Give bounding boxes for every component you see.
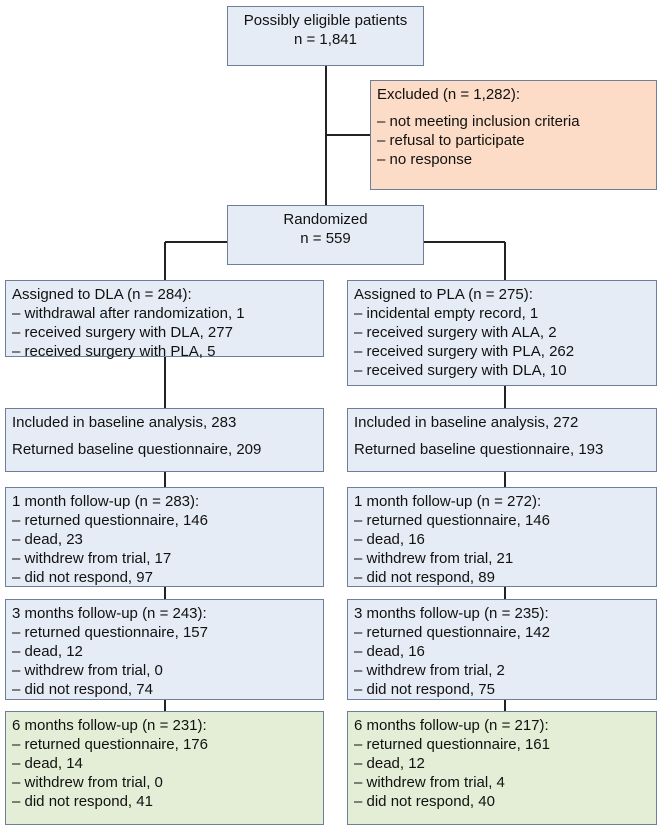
box-line: – withdrew from trial, 4 <box>354 774 505 791</box>
box-line: – withdrew from trial, 21 <box>354 550 514 567</box>
flow-box: Assigned to DLA (n = 284): – withdrawal a… <box>5 280 324 360</box>
box-line: – dead, 14 <box>12 755 83 772</box>
box-heading: Possibly eligible patients <box>243 12 408 29</box>
box-line: – dead, 16 <box>354 643 425 660</box>
box-line: Returned baseline questionnaire, 193 <box>354 441 604 458</box>
flow-box: 3 months follow-up (n = 243): – returned … <box>5 599 324 700</box>
flow-box: Excluded (n = 1,282): – not meeting inclu… <box>370 80 657 190</box>
box-heading: Included in baseline analysis, 283 <box>12 414 237 431</box>
box-line: – refusal to participate <box>377 132 525 149</box>
box-heading: 3 months follow-up (n = 235): <box>354 605 549 622</box>
box-line: – returned questionnaire, 146 <box>12 512 208 529</box>
box-line: – dead, 16 <box>354 531 425 548</box>
flow-box: Included in baseline analysis, 283 Return… <box>5 408 324 472</box>
flow-box: Assigned to PLA (n = 275): – incidental e… <box>347 280 657 386</box>
flow-box: Possibly eligible patients n = 1,841 <box>227 6 424 66</box>
flow-box: 6 months follow-up (n = 231): – returned … <box>5 711 324 825</box>
box-line: – withdrew from trial, 0 <box>12 774 163 791</box>
box-line: – received surgery with PLA, 5 <box>12 343 216 360</box>
box-heading: Assigned to DLA (n = 284): <box>12 286 192 303</box>
box-line: – did not respond, 75 <box>354 681 495 698</box>
box-line: – dead, 23 <box>12 531 83 548</box>
flow-box: 6 months follow-up (n = 217): – returned … <box>347 711 657 825</box>
box-line: – incidental empty record, 1 <box>354 305 539 322</box>
box-line: Returned baseline questionnaire, 209 <box>12 441 262 458</box>
box-line: – dead, 12 <box>12 643 83 660</box>
box-heading: Assigned to PLA (n = 275): <box>354 286 533 303</box>
box-line: – returned questionnaire, 146 <box>354 512 550 529</box>
box-line: – withdrew from trial, 2 <box>354 662 505 679</box>
box-line: – withdrew from trial, 0 <box>12 662 163 679</box>
flow-box: 1 month follow-up (n = 283): – returned q… <box>5 487 324 587</box>
box-line: – returned questionnaire, 157 <box>12 624 208 641</box>
box-heading: 1 month follow-up (n = 283): <box>12 493 200 510</box>
box-heading: 6 months follow-up (n = 231): <box>12 717 207 734</box>
box-line: – did not respond, 89 <box>354 569 495 586</box>
box-heading: Excluded (n = 1,282): <box>377 86 521 103</box>
box-heading: Randomized <box>283 211 368 228</box>
box-line: – returned questionnaire, 142 <box>354 624 550 641</box>
box-line: – withdrawal after randomization, 1 <box>12 305 245 322</box>
box-heading: 6 months follow-up (n = 217): <box>354 717 549 734</box>
flow-box: Randomized n = 559 <box>227 205 424 265</box>
flow-box: 1 month follow-up (n = 272): – returned q… <box>347 487 657 587</box>
box-heading: 1 month follow-up (n = 272): <box>354 493 542 510</box>
box-line: – no response <box>377 151 473 168</box>
flow-box: 3 months follow-up (n = 235): – returned … <box>347 599 657 700</box>
box-line: n = 1,841 <box>294 31 357 48</box>
flow-box: Included in baseline analysis, 272 Return… <box>347 408 657 472</box>
box-line: – did not respond, 40 <box>354 793 495 810</box>
box-line: n = 559 <box>300 230 351 247</box>
box-line: – returned questionnaire, 161 <box>354 736 550 753</box>
box-line: – dead, 12 <box>354 755 425 772</box>
box-heading: 3 months follow-up (n = 243): <box>12 605 207 622</box>
box-line: – did not respond, 41 <box>12 793 153 810</box>
box-line: – received surgery with ALA, 2 <box>354 324 557 341</box>
box-line: – did not respond, 74 <box>12 681 153 698</box>
box-line: – received surgery with DLA, 10 <box>354 362 567 379</box>
box-line: – received surgery with PLA, 262 <box>354 343 575 360</box>
box-line: – did not respond, 97 <box>12 569 153 586</box>
box-heading: Included in baseline analysis, 272 <box>354 414 579 431</box>
box-line: – returned questionnaire, 176 <box>12 736 208 753</box>
box-line: – withdrew from trial, 17 <box>12 550 172 567</box>
box-line: – not meeting inclusion criteria <box>377 113 580 130</box>
box-line: – received surgery with DLA, 277 <box>12 324 233 341</box>
